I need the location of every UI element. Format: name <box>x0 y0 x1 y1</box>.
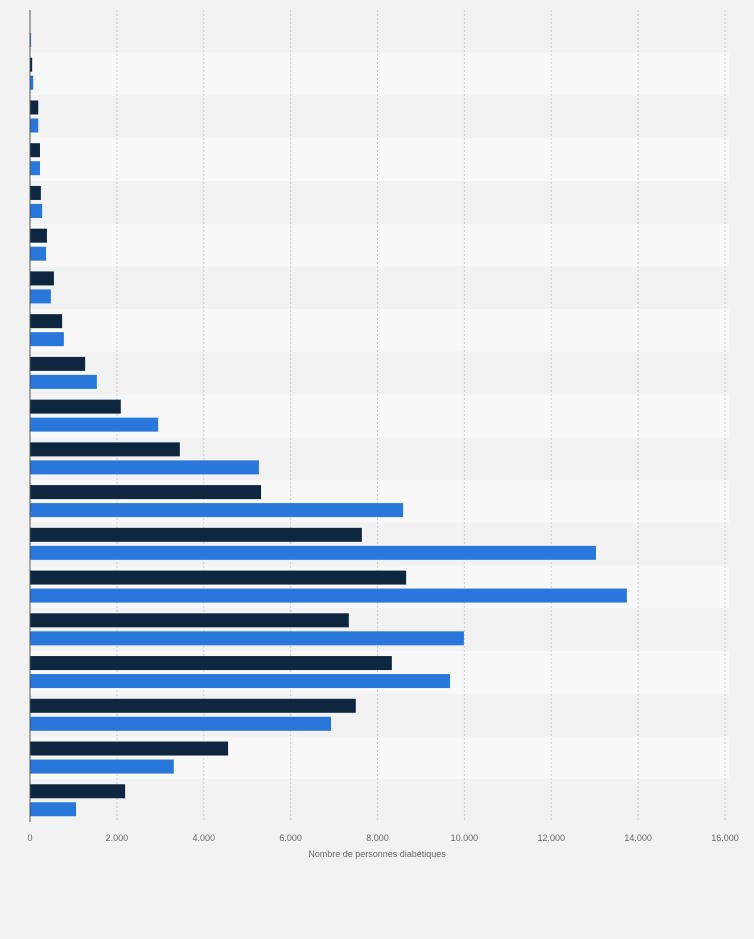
x-axis-ticks: 0 2.000 4.000 6.000 8.000 10.000 12.000 14.000 1… <box>27 833 738 843</box>
bar-series-1-row-6[interactable] <box>30 228 47 243</box>
bar-series-1-row-13[interactable] <box>30 527 362 542</box>
bar-series-2-row-3[interactable] <box>30 118 39 133</box>
bar-series-2-row-5[interactable] <box>30 203 43 218</box>
bar-series-2-row-2[interactable] <box>30 75 34 90</box>
row-band <box>30 10 729 53</box>
bar-series-1-row-11[interactable] <box>30 442 180 457</box>
x-tick-label: 2.000 <box>106 833 129 843</box>
row-band <box>30 309 729 352</box>
bar-series-1-row-12[interactable] <box>30 485 262 500</box>
bar-series-1-row-9[interactable] <box>30 356 86 371</box>
x-tick-label: 4.000 <box>192 833 215 843</box>
bar-series-2-row-1[interactable] <box>30 33 32 47</box>
bar-series-1-row-19[interactable] <box>30 784 126 799</box>
bar-series-2-row-19[interactable] <box>30 802 77 817</box>
bar-series-1-row-10[interactable] <box>30 399 121 414</box>
x-tick-label: 16.000 <box>711 833 739 843</box>
x-tick-label: 10.000 <box>451 833 479 843</box>
row-band <box>30 138 729 181</box>
bar-series-2-row-10[interactable] <box>30 417 159 432</box>
bar-series-2-row-13[interactable] <box>30 545 596 560</box>
bar-series-1-row-17[interactable] <box>30 698 356 713</box>
bar-series-1-row-14[interactable] <box>30 570 407 585</box>
bar-series-1-row-4[interactable] <box>30 143 40 158</box>
row-band <box>30 180 729 224</box>
bar-series-2-row-14[interactable] <box>30 588 627 603</box>
bar-series-1-row-3[interactable] <box>30 100 39 115</box>
bar-series-2-row-6[interactable] <box>30 246 47 261</box>
row-band <box>30 95 729 139</box>
bar-series-2-row-11[interactable] <box>30 460 259 475</box>
bar-series-2-row-9[interactable] <box>30 374 97 389</box>
bar-series-1-row-18[interactable] <box>30 741 229 756</box>
bar-series-2-row-12[interactable] <box>30 503 404 518</box>
bar-series-1-row-2[interactable] <box>30 57 33 72</box>
x-axis-label: Nombre de personnes diabétiques <box>308 849 446 859</box>
bar-series-1-row-7[interactable] <box>30 271 54 286</box>
bar-series-1-row-5[interactable] <box>30 185 41 200</box>
bar-series-2-row-8[interactable] <box>30 332 64 347</box>
bar-series-2-row-15[interactable] <box>30 631 464 646</box>
bar-series-2-row-4[interactable] <box>30 161 40 176</box>
row-band <box>30 52 729 96</box>
row-band <box>30 351 729 395</box>
x-tick-label: 6.000 <box>279 833 302 843</box>
bar-series-1-row-15[interactable] <box>30 613 349 628</box>
bar-series-2-row-17[interactable] <box>30 716 332 731</box>
x-tick-label: 14.000 <box>624 833 652 843</box>
x-tick-label: 8.000 <box>366 833 389 843</box>
row-band <box>30 266 729 310</box>
bar-series-1-row-16[interactable] <box>30 656 392 671</box>
bar-series-2-row-7[interactable] <box>30 289 51 304</box>
x-tick-label: 0 <box>27 833 32 843</box>
x-tick-label: 12.000 <box>537 833 565 843</box>
bar-series-2-row-16[interactable] <box>30 674 451 689</box>
bar-series-1-row-8[interactable] <box>30 314 63 329</box>
row-band <box>30 779 729 822</box>
bars <box>30 33 627 817</box>
row-band <box>30 223 729 267</box>
bar-series-2-row-18[interactable] <box>30 759 174 774</box>
